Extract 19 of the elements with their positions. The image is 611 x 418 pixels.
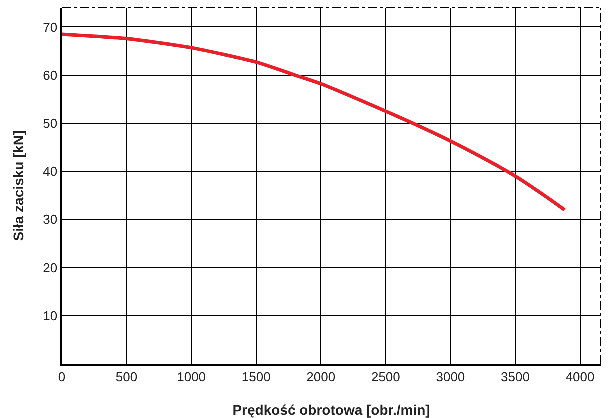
y-tick-label: 10 [43, 308, 58, 324]
y-tick-label: 40 [43, 164, 58, 180]
x-tick-label: 500 [116, 369, 138, 384]
y-tick-label: 70 [43, 20, 58, 35]
y-tick-label: 30 [43, 212, 58, 228]
x-tick-label: 2500 [371, 369, 400, 384]
y-tick-label: 50 [43, 116, 58, 132]
y-axis-title: Siła zacisku [kN] [10, 130, 26, 242]
x-tick-label: 2000 [306, 369, 336, 384]
x-tick-label: 1500 [242, 369, 271, 384]
x-tick-label: 4000 [566, 369, 595, 384]
x-tick-label: 3500 [501, 369, 530, 384]
x-axis-title: Prędkość obrotowa [obr./min] [232, 402, 430, 418]
x-tick-label: 0 [58, 369, 66, 384]
y-tick-label: 60 [43, 68, 58, 83]
x-tick-label: 3000 [436, 369, 466, 384]
line-series [62, 32, 566, 212]
y-tick-label: 20 [43, 260, 58, 276]
x-tick-label: 1000 [177, 369, 206, 384]
